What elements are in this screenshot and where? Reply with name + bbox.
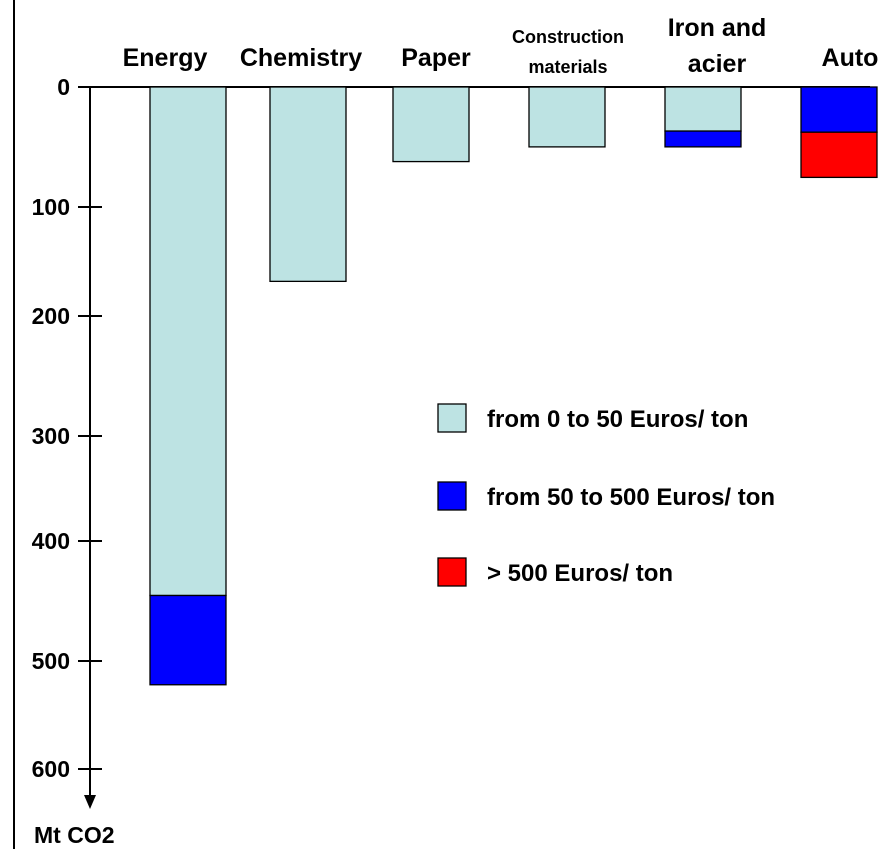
category-label: Chemistry — [240, 44, 362, 72]
bar-segment — [800, 86, 878, 133]
category-label: Paper — [401, 44, 471, 72]
y-tick-label: 0 — [57, 74, 70, 100]
bar-segment — [800, 131, 878, 179]
y-tick-label: 300 — [32, 423, 70, 449]
category-label: Construction — [512, 27, 624, 47]
y-axis-arrow — [84, 795, 96, 809]
category-label: Energy — [123, 44, 208, 72]
y-axis-label: Mt CO2 — [34, 822, 115, 848]
bar-segment — [392, 86, 470, 163]
category-label: Iron and — [668, 14, 767, 42]
y-tick-label: 400 — [32, 528, 70, 554]
legend-swatch — [437, 403, 467, 433]
legend-swatch — [437, 557, 467, 587]
bars — [149, 86, 878, 686]
bar-segment — [269, 86, 347, 283]
bar-segment — [149, 86, 227, 597]
bar-segment — [664, 130, 742, 148]
legend-swatch — [437, 481, 467, 511]
category-label: Auto — [822, 44, 879, 72]
legend-label: from 0 to 50 Euros/ ton — [487, 406, 748, 433]
bar-segment — [664, 86, 742, 132]
legend-label: > 500 Euros/ ton — [487, 560, 673, 587]
category-label: materials — [528, 57, 607, 77]
category-label: acier — [688, 50, 747, 78]
bar-segment — [528, 86, 606, 148]
y-tick-label: 100 — [32, 194, 70, 220]
legend-label: from 50 to 500 Euros/ ton — [487, 484, 775, 511]
y-tick-label: 600 — [32, 756, 70, 782]
y-axis: 0 100 200 300 400 500 600 Mt CO2 — [32, 74, 870, 848]
category-labels: Energy Chemistry Paper Construction material… — [123, 14, 879, 78]
y-tick-label: 200 — [32, 303, 70, 329]
y-tick-label: 500 — [32, 648, 70, 674]
legend: from 0 to 50 Euros/ ton from 50 to 500 Eu… — [437, 403, 775, 587]
bar-segment — [149, 594, 227, 686]
